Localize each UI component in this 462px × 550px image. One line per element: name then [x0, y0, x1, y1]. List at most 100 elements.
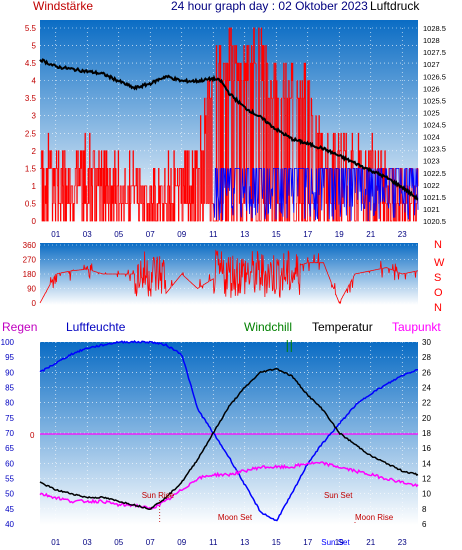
panel1-right-tick: 1024 [423, 133, 440, 142]
panel3-left-tick: 75 [5, 414, 14, 423]
panel1-left-tick: 3.5 [25, 94, 37, 103]
wind-speed-line [40, 27, 419, 222]
panel3-right-tick: 8 [422, 505, 427, 514]
wind-series [40, 27, 419, 222]
panel1-x-ticks: 01 03 05 07 09 11 13 15 17 19 21 23 [51, 230, 407, 239]
panel1-left-tick: 1 [32, 182, 37, 191]
compass-label: W [434, 257, 445, 269]
panel1-x-tick: 03 [83, 230, 92, 239]
panel3-left-ticks: 40 45 50 55 60 65 70 75 80 85 90 95 100 [1, 338, 15, 529]
panel1-x-tick: 05 [114, 230, 123, 239]
panel1-left-tick: 1.5 [25, 164, 37, 173]
panel3-x-tick: 23 [398, 538, 407, 547]
rain-zero-marker: 0 [30, 431, 35, 440]
pressure-label: Luftdruck [370, 0, 420, 13]
compass-label: O [434, 287, 443, 299]
panel1-x-tick: 23 [398, 230, 407, 239]
panel3-x-tick: 09 [177, 538, 186, 547]
panel1-left-tick: 5.5 [25, 24, 37, 33]
panel3-right-tick: 18 [422, 429, 431, 438]
panel1-x-tick: 13 [240, 230, 249, 239]
panel1-right-tick: 1028.5 [423, 24, 446, 33]
panel3-x-tick: 15 [272, 538, 281, 547]
panel1-x-tick: 07 [146, 230, 155, 239]
wind-pressure-panel: Windstärke 24 hour graph day : 02 Oktobe… [25, 0, 446, 239]
panel1-right-tick: 1026.5 [423, 72, 446, 81]
panel3-series [39, 340, 419, 522]
dewpoint-label: Taupunkt [392, 320, 441, 334]
panel1-right-tick: 1025.5 [423, 96, 446, 105]
panel1-x-tick: 11 [209, 230, 218, 239]
panel1-right-tick: 1020.5 [423, 217, 446, 226]
panel3-left-tick: 50 [5, 490, 14, 499]
panel3-left-tick: 55 [5, 475, 14, 484]
panel1-left-tick: 4 [32, 77, 37, 86]
panel1-right-tick: 1027 [423, 60, 440, 69]
panel1-x-tick: 15 [272, 230, 281, 239]
panel1-x-tick: 09 [177, 230, 186, 239]
astro-annotation: Moon Set [218, 513, 253, 522]
astro-annotation: Sun Set [321, 538, 350, 547]
pressure-line [39, 58, 419, 201]
panel3-left-tick: 85 [5, 384, 14, 393]
panel2-left-tick: 360 [23, 241, 37, 250]
panel1-x-tick: 01 [51, 230, 60, 239]
panel3-right-tick: 22 [422, 399, 431, 408]
temperature-line [39, 367, 419, 510]
windchill-label: Windchill [244, 320, 292, 334]
panel1-right-tick: 1022.5 [423, 169, 446, 178]
panel2-left-tick: 90 [27, 285, 36, 294]
panel3-right-tick: 14 [422, 459, 431, 468]
panel3-right-tick: 10 [422, 490, 431, 499]
panel3-x-tick: 13 [240, 538, 249, 547]
panel1-right-tick: 1024.5 [423, 121, 446, 130]
panel3-left-tick: 90 [5, 368, 14, 377]
panel1-right-tick: 1027.5 [423, 48, 446, 57]
wind-direction-series [39, 249, 419, 305]
panel2-left-tick: 180 [23, 270, 37, 279]
compass-label: S [434, 272, 441, 284]
panel3-left-tick: 95 [5, 353, 14, 362]
compass-label: N [434, 239, 442, 251]
panel3-x-tick: 01 [51, 538, 60, 547]
panel1-right-tick: 1023.5 [423, 145, 446, 154]
dewpoint-line [39, 460, 419, 510]
wind-direction-line [39, 249, 419, 305]
humidity-label: Luftfeuchte [66, 320, 126, 334]
panel3-right-tick: 6 [422, 520, 427, 529]
panel3-annotations: Sun Rise Moon Set Sun Set Moon Rise Sun Set [142, 491, 394, 547]
panel3-left-tick: 45 [5, 505, 14, 514]
panel1-right-tick: 1028 [423, 36, 440, 45]
panel1-right-ticks: 1020.5 1021 1021.5 1022 1022.5 1023 1023.5 1024… [423, 24, 446, 226]
panel3-right-tick: 20 [422, 414, 431, 423]
panel1-right-tick: 1026 [423, 84, 440, 93]
astro-annotation: Sun Rise [142, 491, 175, 500]
panel3-x-tick: 19 [335, 538, 344, 547]
panel3-right-tick: 12 [422, 475, 431, 484]
panel1-x-tick: 21 [366, 230, 375, 239]
wind-label: Windstärke [33, 0, 93, 13]
humidity-line [39, 340, 418, 522]
panel3-left-tick: 60 [5, 459, 14, 468]
compass-label: N [434, 302, 442, 314]
panel3-left-tick: 40 [5, 520, 14, 529]
panel3-left-tick: 100 [1, 338, 15, 347]
panel1-right-tick: 1023 [423, 157, 440, 166]
panel1-left-ticks: 0 0.5 1 1.5 2 2.5 3 3.5 4 4.5 5 5.5 [25, 24, 37, 226]
panel3-right-tick: 24 [422, 384, 431, 393]
panel1-left-tick: 2.5 [25, 129, 37, 138]
panel2-left-tick: 270 [23, 256, 37, 265]
wind-gust-line [213, 167, 419, 222]
panel3-right-ticks: 6 8 10 12 14 16 18 20 22 24 26 28 30 [422, 338, 431, 529]
rain-label: Regen [2, 320, 37, 334]
panel1-left-tick: 3 [32, 112, 37, 121]
panel3-right-tick: 16 [422, 444, 431, 453]
panel3-right-tick: 28 [422, 353, 431, 362]
panel3-x-tick: 21 [366, 538, 375, 547]
panel1-right-tick: 1022 [423, 181, 440, 190]
astro-annotation: Sun Set [324, 491, 353, 500]
panel3-right-tick: 30 [422, 338, 431, 347]
